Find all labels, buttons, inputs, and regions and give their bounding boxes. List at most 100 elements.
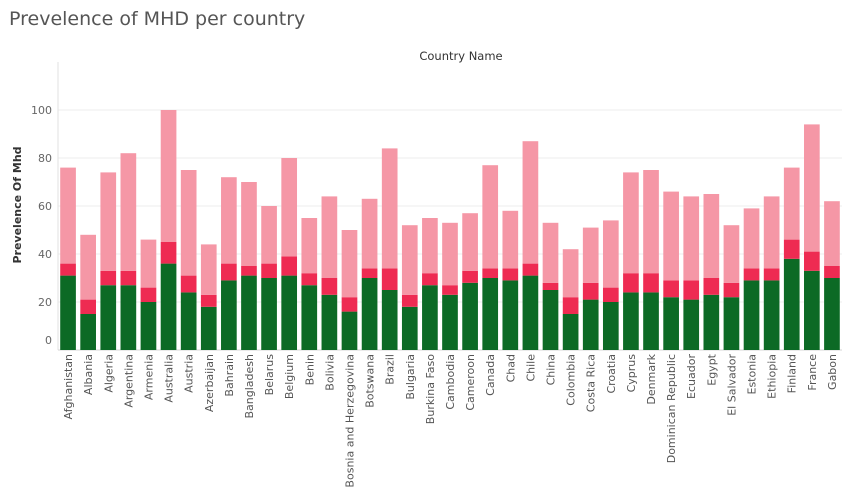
- bar-segment-3[interactable]: [442, 222, 458, 286]
- bar-segment-3[interactable]: [160, 110, 177, 242]
- bar-segment-2[interactable]: [422, 273, 438, 286]
- bar-segment-2[interactable]: [643, 273, 659, 293]
- bar-segment-1[interactable]: [341, 311, 358, 350]
- bar-segment-1[interactable]: [100, 285, 117, 350]
- bar-segment-1[interactable]: [301, 285, 318, 350]
- bar-segment-3[interactable]: [321, 196, 338, 278]
- bar-segment-1[interactable]: [582, 299, 599, 350]
- bar-segment-3[interactable]: [683, 196, 700, 281]
- bar-segment-2[interactable]: [120, 270, 137, 286]
- bar-segment-3[interactable]: [361, 198, 378, 269]
- bar-segment-3[interactable]: [482, 165, 499, 269]
- bar-segment-2[interactable]: [100, 270, 117, 286]
- bars[interactable]: [60, 110, 840, 350]
- bar-segment-2[interactable]: [261, 263, 277, 278]
- bar-segment-3[interactable]: [562, 249, 579, 298]
- bar-segment-3[interactable]: [743, 208, 760, 269]
- bar-segment-1[interactable]: [140, 302, 157, 350]
- bar-segment-1[interactable]: [602, 302, 619, 350]
- bar-segment-1[interactable]: [160, 263, 177, 350]
- bar-segment-3[interactable]: [542, 222, 559, 283]
- bar-segment-3[interactable]: [783, 167, 800, 240]
- bar-segment-1[interactable]: [542, 290, 559, 350]
- bar-segment-1[interactable]: [824, 278, 840, 350]
- bar-segment-2[interactable]: [522, 263, 539, 276]
- bar-segment-1[interactable]: [241, 275, 257, 350]
- bar-segment-1[interactable]: [261, 278, 277, 350]
- bar-segment-3[interactable]: [522, 141, 539, 264]
- bar-segment-2[interactable]: [401, 294, 418, 307]
- bar-segment-1[interactable]: [462, 282, 478, 350]
- bar-segment-1[interactable]: [522, 275, 539, 350]
- bar-segment-3[interactable]: [401, 225, 418, 295]
- bar-segment-2[interactable]: [462, 270, 478, 283]
- bar-segment-2[interactable]: [623, 273, 639, 293]
- bar-segment-3[interactable]: [723, 225, 740, 283]
- bar-segment-3[interactable]: [462, 213, 478, 271]
- bar-segment-1[interactable]: [401, 306, 418, 350]
- bar-segment-2[interactable]: [683, 280, 700, 300]
- bar-segment-2[interactable]: [703, 278, 720, 295]
- bar-segment-2[interactable]: [241, 266, 257, 276]
- bar-segment-3[interactable]: [80, 234, 96, 300]
- bar-segment-2[interactable]: [743, 268, 760, 281]
- bar-segment-3[interactable]: [663, 191, 679, 281]
- bar-segment-3[interactable]: [602, 220, 619, 288]
- bar-segment-2[interactable]: [281, 256, 298, 276]
- bar-segment-3[interactable]: [643, 170, 659, 274]
- bar-segment-3[interactable]: [241, 182, 257, 266]
- bar-segment-1[interactable]: [783, 258, 800, 350]
- bar-segment-1[interactable]: [804, 270, 820, 350]
- bar-segment-2[interactable]: [663, 280, 679, 298]
- bar-segment-1[interactable]: [643, 292, 659, 350]
- bar-segment-1[interactable]: [442, 294, 458, 350]
- bar-segment-1[interactable]: [80, 314, 96, 350]
- bar-segment-3[interactable]: [261, 206, 277, 264]
- bar-segment-2[interactable]: [482, 268, 499, 278]
- bar-segment-2[interactable]: [60, 263, 76, 276]
- bar-segment-3[interactable]: [180, 170, 197, 276]
- bar-segment-3[interactable]: [381, 148, 398, 269]
- bar-segment-2[interactable]: [80, 299, 96, 314]
- bar-segment-3[interactable]: [502, 210, 519, 269]
- bar-segment-3[interactable]: [623, 172, 639, 274]
- bar-segment-3[interactable]: [140, 239, 157, 288]
- bar-segment-2[interactable]: [442, 285, 458, 295]
- bar-segment-1[interactable]: [482, 278, 499, 350]
- bar-segment-1[interactable]: [120, 285, 137, 350]
- bar-segment-1[interactable]: [723, 297, 740, 350]
- bar-segment-3[interactable]: [200, 244, 217, 295]
- bar-segment-2[interactable]: [502, 268, 519, 281]
- bar-segment-3[interactable]: [301, 218, 318, 274]
- bar-segment-3[interactable]: [60, 167, 76, 264]
- bar-segment-2[interactable]: [301, 273, 318, 286]
- bar-segment-2[interactable]: [582, 282, 599, 300]
- bar-segment-3[interactable]: [763, 196, 780, 269]
- bar-segment-3[interactable]: [281, 158, 298, 257]
- bar-segment-2[interactable]: [783, 239, 800, 259]
- bar-segment-1[interactable]: [200, 306, 217, 350]
- bar-segment-2[interactable]: [824, 266, 840, 278]
- bar-segment-1[interactable]: [743, 280, 760, 350]
- bar-segment-2[interactable]: [763, 268, 780, 281]
- bar-segment-2[interactable]: [160, 242, 177, 264]
- bar-segment-2[interactable]: [321, 278, 338, 295]
- bar-segment-1[interactable]: [683, 299, 700, 350]
- bar-segment-2[interactable]: [381, 268, 398, 290]
- bar-segment-2[interactable]: [542, 282, 559, 290]
- bar-segment-2[interactable]: [361, 268, 378, 278]
- bar-segment-1[interactable]: [221, 280, 237, 350]
- bar-segment-2[interactable]: [723, 282, 740, 298]
- bar-segment-1[interactable]: [321, 294, 338, 350]
- bar-segment-3[interactable]: [804, 124, 820, 252]
- bar-segment-3[interactable]: [100, 172, 117, 271]
- bar-segment-1[interactable]: [663, 297, 679, 350]
- bar-segment-2[interactable]: [200, 294, 217, 307]
- bar-segment-2[interactable]: [221, 263, 237, 281]
- bar-segment-2[interactable]: [602, 287, 619, 302]
- bar-segment-3[interactable]: [120, 153, 137, 271]
- bar-segment-1[interactable]: [180, 292, 197, 350]
- bar-segment-3[interactable]: [221, 177, 237, 264]
- bar-segment-2[interactable]: [180, 275, 197, 293]
- bar-segment-1[interactable]: [60, 275, 76, 350]
